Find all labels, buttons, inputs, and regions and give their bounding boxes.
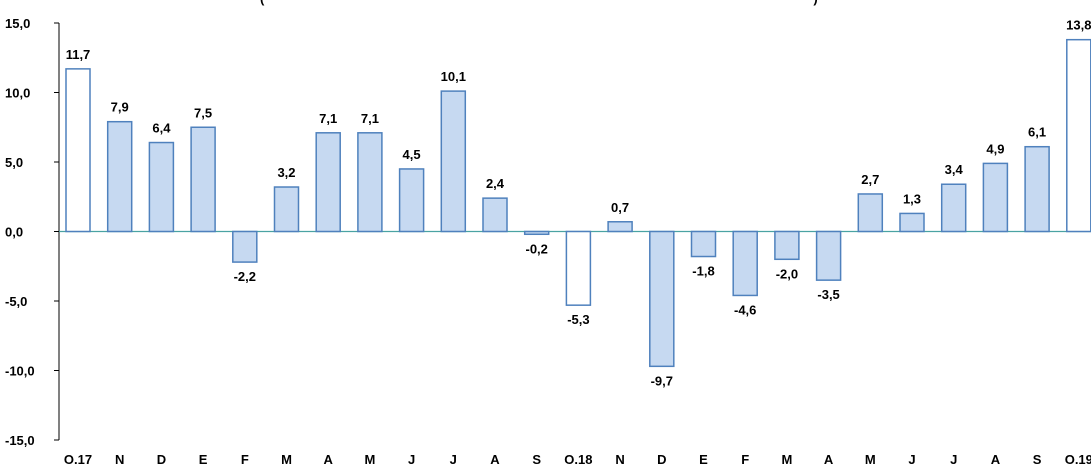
x-tick-label: M xyxy=(281,452,292,466)
x-tick-label: O.17 xyxy=(64,452,92,466)
y-axis: 15,0 10,0 5,0 0,0 -5,0 -10,0 -15,0 xyxy=(5,16,60,448)
x-tick-label: D xyxy=(157,452,166,466)
y-tick-label: 15,0 xyxy=(5,16,30,31)
x-tick-label: J xyxy=(950,452,957,466)
bar xyxy=(398,168,425,233)
bar xyxy=(940,183,967,233)
x-tick-label: A xyxy=(991,452,1001,466)
bar-value-label: -0,2 xyxy=(525,241,547,256)
bar-value-label: 13,8 xyxy=(1066,18,1091,33)
bar-value-label: -9,7 xyxy=(651,373,673,388)
bar xyxy=(607,221,633,233)
x-axis-labels: O.17 N D E F M A M J J A S O.18 N D E F M A M J J A S O.19 xyxy=(64,452,1091,467)
bar xyxy=(857,193,884,233)
bar xyxy=(732,230,758,297)
x-tick-label: A xyxy=(490,452,500,466)
bars xyxy=(65,38,1091,368)
bar-value-label: 7,5 xyxy=(194,105,212,120)
y-tick-label: -15,0 xyxy=(5,433,35,448)
x-tick-label: O.18 xyxy=(564,452,592,466)
x-tick-label: M xyxy=(865,452,876,466)
x-tick-label: M xyxy=(364,452,375,466)
x-tick-label: J xyxy=(408,452,415,466)
bar xyxy=(649,230,675,368)
bar-value-label: -1,8 xyxy=(692,264,714,279)
x-tick-label: N xyxy=(115,452,124,466)
y-tick-label: -5,0 xyxy=(5,294,27,309)
x-tick-label: D xyxy=(657,452,666,466)
x-tick-label: A xyxy=(324,452,334,466)
bar xyxy=(148,141,175,233)
x-tick-label: J xyxy=(450,452,457,466)
bar xyxy=(815,230,842,281)
bar xyxy=(65,68,91,233)
bar-value-label: -3,5 xyxy=(817,287,839,302)
bar xyxy=(106,120,133,233)
x-tick-label: N xyxy=(615,452,624,466)
bar xyxy=(1066,38,1091,233)
bar xyxy=(899,212,925,233)
bar xyxy=(357,132,383,233)
bar xyxy=(523,230,550,236)
bar xyxy=(482,197,508,233)
bar xyxy=(565,230,592,306)
x-tick-label: M xyxy=(781,452,792,466)
x-tick-label: F xyxy=(741,452,749,466)
bar xyxy=(273,186,300,233)
x-tick-label: E xyxy=(699,452,708,466)
bar-value-label: -5,3 xyxy=(567,312,589,327)
bar-value-label: 3,2 xyxy=(277,165,295,180)
bar-value-label: 6,1 xyxy=(1028,125,1046,140)
y-tick-label: -10,0 xyxy=(5,364,35,379)
bar xyxy=(190,126,216,233)
bar-value-label: 7,1 xyxy=(319,111,337,126)
x-tick-label: F xyxy=(241,452,249,466)
x-tick-label: E xyxy=(199,452,208,466)
bar-value-label: -2,0 xyxy=(776,266,798,281)
bar-value-label: 1,3 xyxy=(903,191,921,206)
bar-value-label: 11,7 xyxy=(66,47,91,62)
bar-value-label: 4,9 xyxy=(986,141,1004,156)
y-tick-label: 10,0 xyxy=(5,86,30,101)
x-tick-label: S xyxy=(1033,452,1042,466)
bar-value-label: 6,4 xyxy=(152,121,171,136)
bar xyxy=(440,90,467,233)
bar-value-label: 2,4 xyxy=(486,176,505,191)
x-tick-label: S xyxy=(532,452,541,466)
bar xyxy=(774,230,800,261)
x-tick-label: O.19 xyxy=(1065,452,1091,466)
value-labels: 11,7 7,9 6,4 7,5 -2,2 3,2 7,1 7,1 4,5 10,1 2,4 -0,2… xyxy=(66,18,1091,389)
bar xyxy=(690,230,717,258)
bar-value-label: 7,9 xyxy=(111,100,129,115)
x-tick-label: A xyxy=(824,452,834,466)
bar-value-label: -4,6 xyxy=(734,302,756,317)
bar-value-label: 3,4 xyxy=(945,162,964,177)
bar-value-label: -2,2 xyxy=(234,269,256,284)
y-tick-label: 5,0 xyxy=(5,155,23,170)
bar xyxy=(315,132,341,233)
bar-value-label: 0,7 xyxy=(611,200,629,215)
chart-header-fragment: ( ) xyxy=(260,0,818,6)
bar xyxy=(982,162,1009,233)
bar-value-label: 10,1 xyxy=(441,69,466,84)
x-tick-label: J xyxy=(908,452,915,466)
bar-value-label: 4,5 xyxy=(403,147,421,162)
bar xyxy=(232,230,258,263)
bar-value-label: 7,1 xyxy=(361,111,379,126)
bar-value-label: 2,7 xyxy=(861,172,879,187)
y-tick-label: 0,0 xyxy=(5,225,23,240)
bar xyxy=(1024,145,1050,233)
